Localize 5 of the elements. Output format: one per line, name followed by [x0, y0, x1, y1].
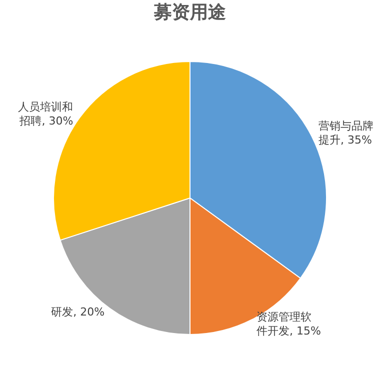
slice-label: 研发, 20%: [51, 306, 105, 319]
slice-label: 资源管理软件开发, 15%: [256, 310, 321, 338]
chart-title: 募资用途: [153, 1, 227, 25]
slice-label: 营销与品牌提升, 35%: [318, 119, 374, 146]
slice-label: 人员培训和招聘, 30%: [18, 100, 74, 128]
